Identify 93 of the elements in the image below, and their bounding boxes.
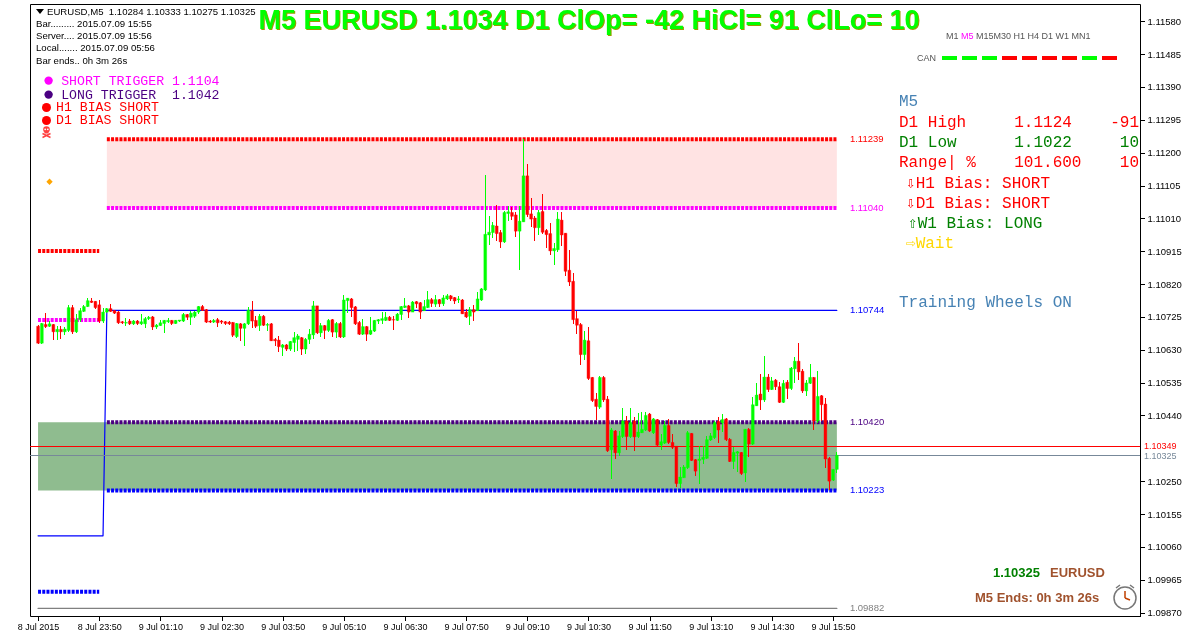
data-label: 1.11040 xyxy=(849,202,884,213)
y-tick-label: 1.10630 xyxy=(1147,344,1182,356)
x-tick-label: 8 Jul 2015 xyxy=(17,621,60,632)
y-tick-label: 1.11580 xyxy=(1147,15,1182,27)
annotation: ⇩D1 Bias: SHORT xyxy=(906,194,1051,213)
y-tick-label: 1.11105 xyxy=(1147,180,1181,192)
candlestick xyxy=(514,211,518,238)
annotation: ⇩H1 Bias: SHORT xyxy=(906,174,1051,193)
y-tick-label: 1.10440 xyxy=(1147,409,1182,421)
x-tick-label: 9 Jul 09:10 xyxy=(505,621,550,632)
candlestick xyxy=(697,445,701,485)
candlestick xyxy=(583,330,587,361)
candlestick xyxy=(785,379,789,400)
x-tick-label: 9 Jul 10:30 xyxy=(566,621,611,632)
y-tick-label: 1.11010 xyxy=(1147,212,1182,224)
data-label: 1.10223 xyxy=(849,484,885,496)
y-tick-label: 1.10535 xyxy=(1147,377,1182,389)
candlestick xyxy=(426,290,430,309)
candlestick xyxy=(380,311,384,325)
ref-line-label: 1.10349 xyxy=(1144,441,1177,452)
y-tick-label: 1.11295 xyxy=(1147,114,1182,126)
data-label: 1.10744 xyxy=(849,304,885,316)
y-tick-label: 1.10250 xyxy=(1147,475,1182,487)
candlestick xyxy=(97,299,101,324)
x-tick-label: 9 Jul 01:10 xyxy=(138,621,183,632)
y-tick-label: 1.10155 xyxy=(1147,508,1182,520)
candlestick xyxy=(732,446,736,470)
annotation: 1.10325 xyxy=(993,564,1040,580)
candlestick xyxy=(636,412,640,439)
y-tick-label: 1.10820 xyxy=(1147,278,1182,290)
annotation: Range| % 101.600 10 xyxy=(899,154,1140,172)
y-tick-label: 1.09870 xyxy=(1147,607,1182,619)
y-tick-label: 1.11390 xyxy=(1147,81,1182,93)
x-tick-label: 9 Jul 14:30 xyxy=(750,621,795,632)
annotation: Bar ends.. 0h 3m 26s xyxy=(36,54,128,66)
candlestick xyxy=(609,427,613,480)
y-tick-label: 1.11200 xyxy=(1147,147,1182,159)
annotation: Local....... 2015.07.09 05:56 xyxy=(36,41,155,53)
x-tick-label: 9 Jul 11:50 xyxy=(628,621,672,632)
candlestick xyxy=(124,317,128,327)
data-label: 1.09882 xyxy=(849,602,885,614)
candlestick xyxy=(716,416,720,444)
candlestick xyxy=(613,429,617,460)
candlestick xyxy=(678,466,682,489)
candlestick xyxy=(537,209,541,236)
candlestick xyxy=(189,310,193,326)
y-tick-label: 1.10725 xyxy=(1147,311,1182,323)
annotation: Training Wheels ON xyxy=(899,294,1072,312)
annotation: CAN xyxy=(917,53,937,63)
candlestick xyxy=(319,322,323,338)
candlestick xyxy=(468,306,472,326)
candlestick xyxy=(59,325,63,340)
y-tick-label: 1.10060 xyxy=(1147,541,1182,553)
x-tick-label: 9 Jul 13:10 xyxy=(689,621,734,632)
annotation: ⇨Wait xyxy=(906,234,955,253)
annotation: M1 M5 M15M30 H1 H4 D1 W1 MN1 xyxy=(946,31,1091,41)
y-tick-label: 1.11485 xyxy=(1147,48,1182,60)
annotation: D1 High 1.1124 -91 xyxy=(899,114,1140,132)
data-label: 1.11239 xyxy=(849,133,884,145)
legend-label: SHORT TRIGGER 1.1104 xyxy=(61,73,220,89)
candlestick xyxy=(292,331,296,353)
x-tick-label: 9 Jul 05:10 xyxy=(322,621,367,632)
candlestick xyxy=(250,300,254,329)
candlestick xyxy=(143,316,147,329)
annotation: M5 Ends: 0h 3m 26s xyxy=(975,589,1100,605)
chart-title: M5 EURUSD 1.1034 D1 ClOp= -42 HiCl= 91 ClLo= 10 xyxy=(258,4,920,36)
x-tick-label: 9 Jul 02:30 xyxy=(199,621,245,632)
x-tick-label: 9 Jul 03:50 xyxy=(261,621,306,632)
candlestick xyxy=(166,317,170,324)
annotation: M5 xyxy=(899,93,919,111)
ref-line-label: 1.10325 xyxy=(1144,451,1177,462)
annotation: D1 Low 1.1022 10 xyxy=(899,134,1140,152)
candlestick xyxy=(762,355,766,403)
candlestick xyxy=(667,418,671,445)
x-tick-label: 9 Jul 07:50 xyxy=(444,621,489,632)
y-tick-label: 1.10915 xyxy=(1147,245,1182,257)
x-tick-label: 9 Jul 06:30 xyxy=(383,621,428,632)
candlestick xyxy=(628,407,633,439)
annotation: EURUSD xyxy=(1050,564,1105,580)
y-tick-label: 1.09965 xyxy=(1147,574,1182,586)
candlestick xyxy=(720,413,724,433)
annotation: EURUSD,M5 1.10284 1.10333 1.10275 1.10325 xyxy=(47,5,256,17)
candlestick xyxy=(384,311,388,322)
annotation: D1 BIAS SHORT xyxy=(56,112,159,128)
x-tick-label: 8 Jul 23:50 xyxy=(77,621,122,632)
data-label: 1.10420 xyxy=(849,416,885,428)
candlestick xyxy=(548,222,552,256)
x-tick-label: 9 Jul 15:50 xyxy=(811,621,856,632)
candlestick xyxy=(296,333,300,352)
annotation: ⇧W1 Bias: LONG xyxy=(908,214,1043,233)
annotation: Server.... 2015.07.09 15:56 xyxy=(36,29,152,41)
candlestick xyxy=(422,299,426,312)
annotation: Bar......... 2015.07.09 15:55 xyxy=(36,17,152,29)
